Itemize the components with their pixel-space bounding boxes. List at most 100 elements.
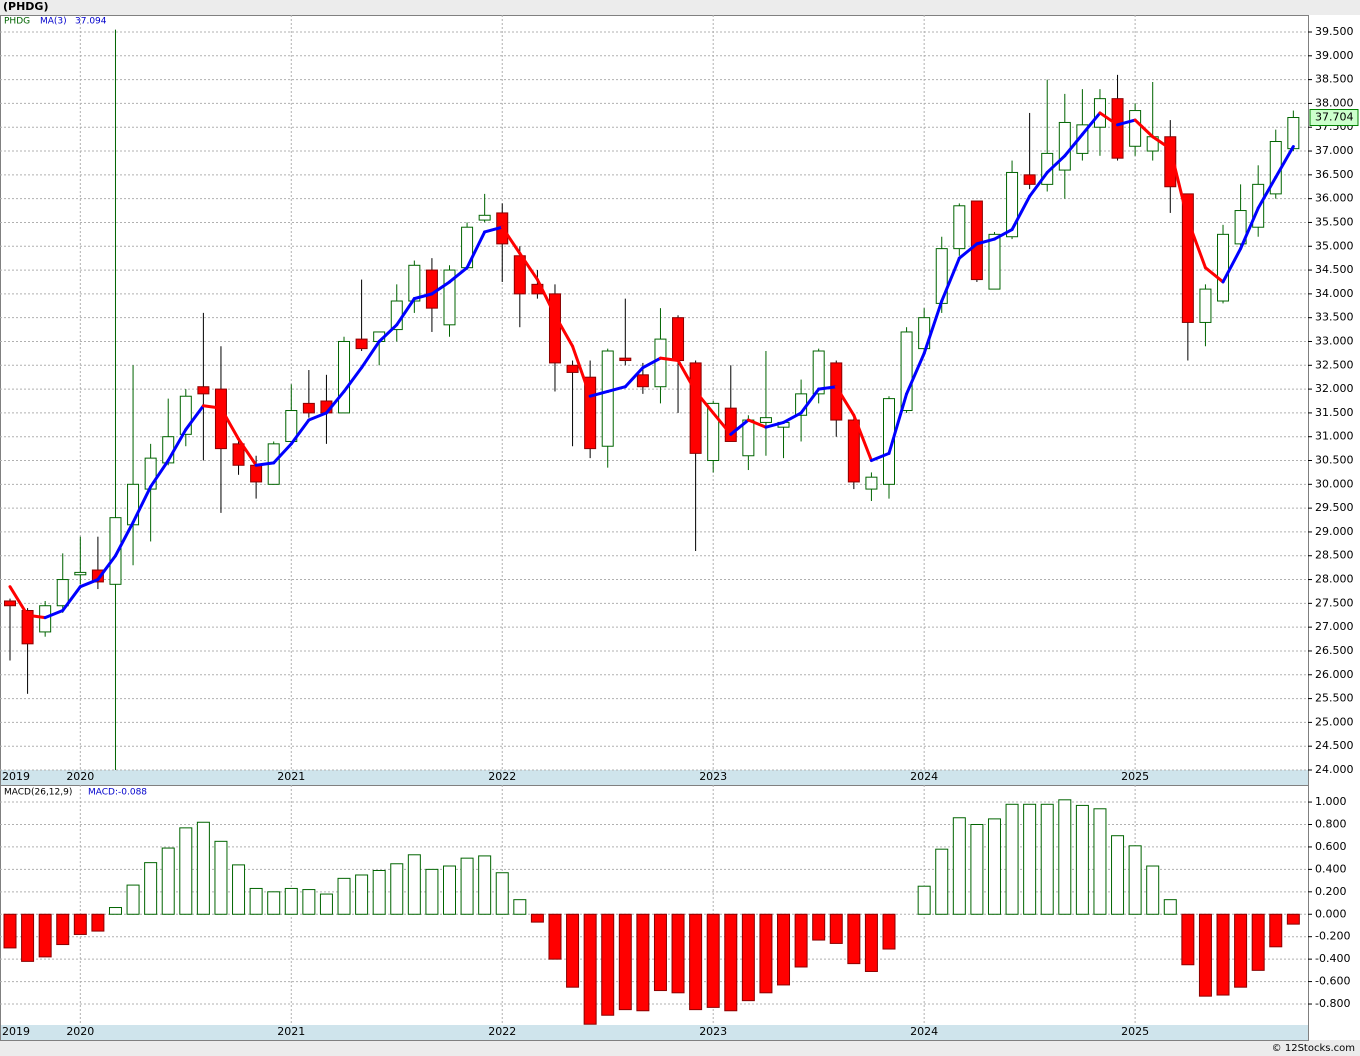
ma-segment	[1221, 247, 1243, 284]
y-tick-label: 1.000	[1315, 795, 1347, 808]
ma-segment	[1080, 111, 1102, 136]
ma-segment	[571, 344, 592, 398]
y-tick-label: 38.000	[1315, 96, 1354, 109]
ma-segment	[641, 356, 662, 370]
year-strip	[0, 1025, 1308, 1040]
candle-body	[1111, 98, 1124, 159]
y-tick-label: -0.600	[1315, 975, 1350, 988]
ma-segment	[430, 280, 451, 296]
x-tick-label: 2020	[66, 1025, 94, 1038]
macd-bar	[1286, 913, 1300, 925]
x-tick-label: 2023	[699, 1025, 727, 1038]
macd-bar	[671, 913, 685, 994]
candle-body	[179, 395, 192, 435]
y-tick-label: 24.000	[1315, 763, 1354, 776]
macd-bar	[1181, 913, 1195, 966]
candle-body	[127, 483, 140, 526]
macd-bar	[548, 913, 562, 960]
ma-segment	[1151, 135, 1172, 151]
macd-bar	[1005, 803, 1019, 915]
ma-segment	[1063, 132, 1084, 158]
candle-body	[759, 417, 772, 423]
candle-body	[1058, 121, 1071, 171]
ma-segment	[606, 385, 627, 393]
candle-body	[250, 464, 263, 483]
y-tick-label: 0.200	[1315, 885, 1347, 898]
ma-segment	[43, 608, 65, 620]
candle-body	[197, 386, 210, 395]
macd-bar	[1093, 808, 1107, 915]
candle-body	[214, 388, 227, 450]
macd-bar	[1234, 913, 1248, 988]
macd-bar	[1058, 799, 1072, 915]
ma-segment	[61, 585, 82, 612]
candle-body	[232, 443, 245, 466]
macd-bar	[935, 848, 949, 915]
x-tick-label: 2019	[2, 770, 30, 783]
ma-segment	[1028, 170, 1049, 198]
candle-body	[900, 331, 913, 412]
ma-segment	[992, 228, 1014, 241]
ma-segment	[535, 278, 557, 317]
ma-segment	[869, 451, 891, 463]
y-tick-label: 0.400	[1315, 862, 1347, 875]
candle-body	[865, 476, 878, 490]
candle-body	[847, 419, 860, 483]
y-tick-label: 38.500	[1315, 73, 1354, 86]
ma-segment	[922, 299, 944, 355]
ma-segment	[518, 251, 539, 282]
ma-segment	[834, 385, 856, 417]
y-tick-label: 27.500	[1315, 596, 1354, 609]
ma-segment	[395, 297, 416, 327]
macd-bar	[1111, 835, 1125, 915]
x-tick-label: 2021	[277, 770, 305, 783]
ma-segment	[1274, 145, 1295, 179]
macd-bar	[425, 868, 439, 915]
chart-title: (PHDG)	[3, 0, 48, 13]
macd-bar	[1251, 913, 1265, 971]
macd-bar	[108, 907, 122, 915]
macd-bar	[636, 913, 650, 1012]
macd-bar	[1128, 845, 1142, 915]
ma-segment	[1186, 218, 1207, 270]
ma-segment	[307, 411, 328, 422]
macd-bar	[443, 865, 456, 915]
macd-bar	[618, 913, 632, 1011]
macd-bar	[513, 899, 527, 915]
candle-body	[1287, 117, 1300, 150]
candle-body	[654, 338, 667, 388]
x-tick-label: 2022	[488, 1025, 516, 1038]
macd-bar	[706, 913, 720, 1008]
macd-bar	[478, 855, 492, 915]
macd-bar	[302, 889, 316, 915]
y-tick-label: 30.500	[1315, 454, 1354, 467]
x-tick-label: 2023	[699, 770, 727, 783]
y-tick-label: 28.500	[1315, 549, 1354, 562]
ma-segment	[184, 404, 205, 432]
y-tick-label: 32.000	[1315, 382, 1354, 395]
candle-body	[584, 376, 597, 450]
candle-body	[636, 374, 649, 388]
ma-segment	[588, 389, 610, 398]
footer: © 12Stocks.com	[1272, 1043, 1355, 1054]
y-tick-label: -0.800	[1315, 997, 1350, 1010]
x-tick-label: 2024	[910, 1025, 938, 1038]
ma-segment	[729, 418, 750, 436]
macd-bar	[812, 913, 826, 941]
ma-segment	[272, 442, 293, 465]
candle-body	[742, 419, 755, 457]
macd-bar	[1146, 865, 1160, 915]
y-tick-label: 31.500	[1315, 406, 1354, 419]
ma-segment	[676, 359, 698, 393]
ma-segment	[799, 387, 821, 415]
y-tick-label: 36.000	[1315, 192, 1354, 205]
macd-bar	[917, 885, 931, 915]
macd-bar	[337, 877, 351, 915]
candle-body	[830, 362, 843, 421]
x-tick-label: 2025	[1121, 770, 1149, 783]
ma-segment	[113, 520, 135, 558]
candle-body	[672, 317, 685, 362]
y-tick-label: 34.000	[1315, 287, 1354, 300]
macd-bar	[38, 913, 52, 958]
